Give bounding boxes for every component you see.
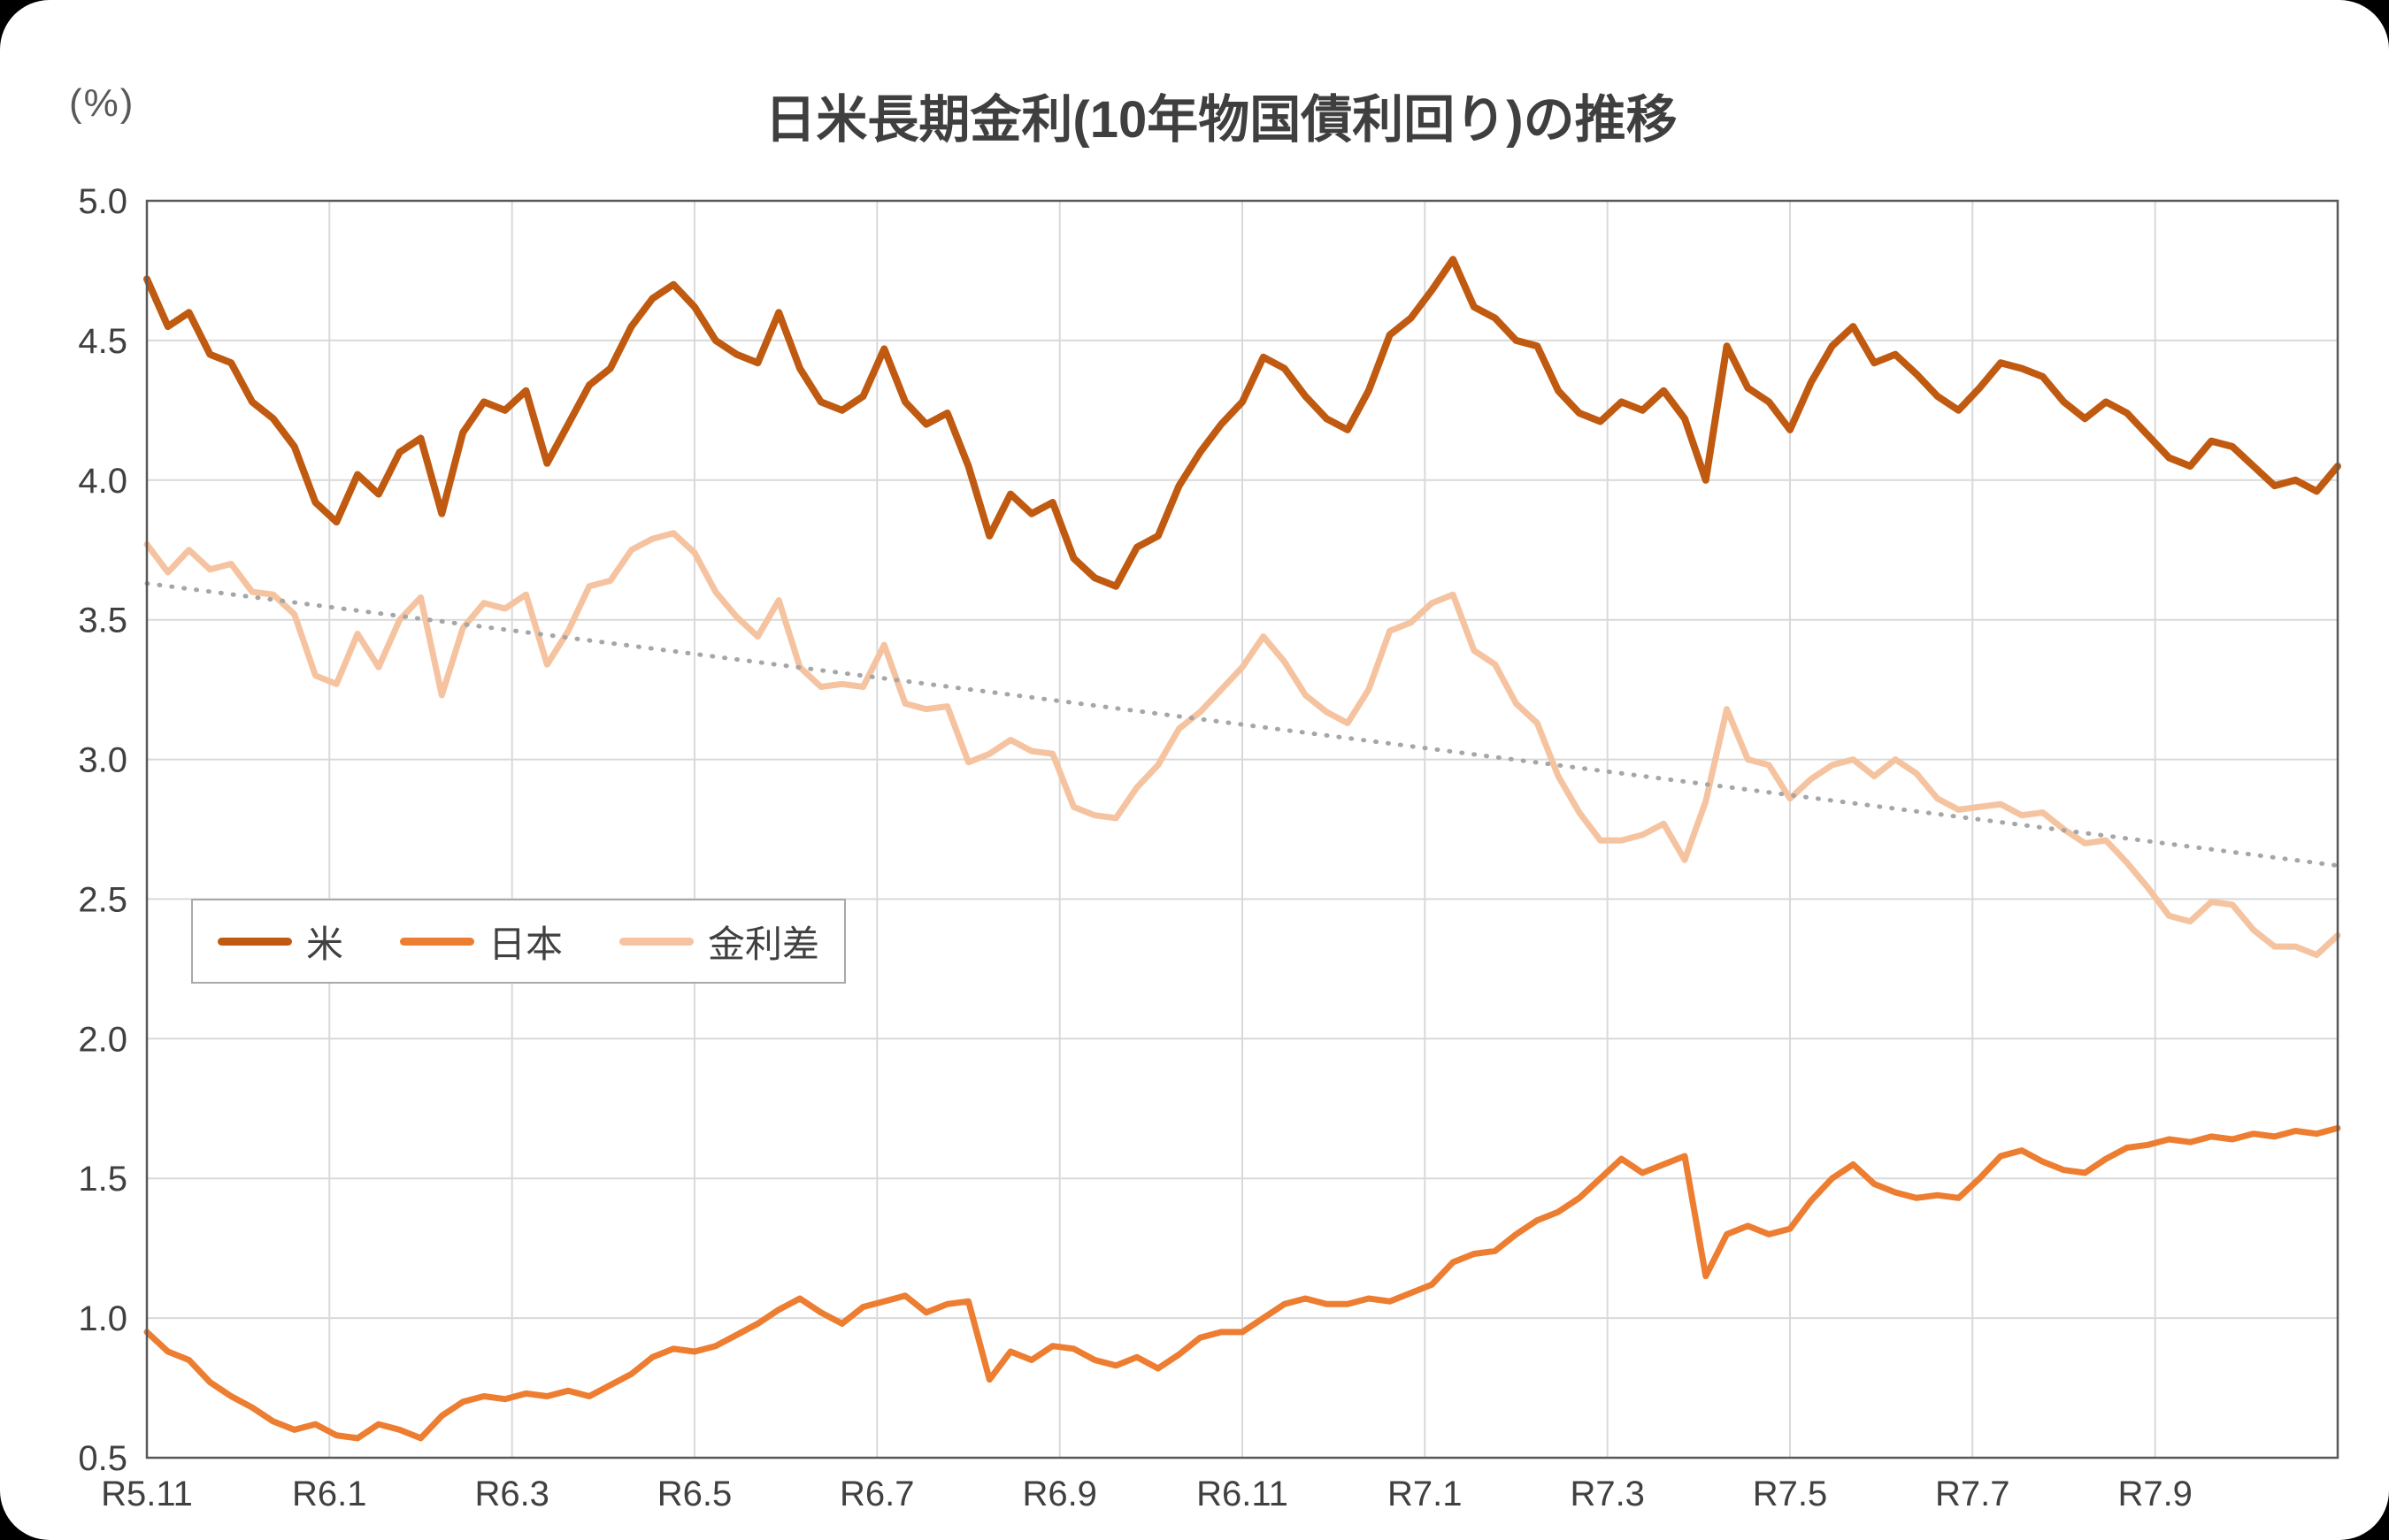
- x-tick-label: R7.9: [2117, 1475, 2193, 1513]
- y-axis-tick-labels: 5.0 4.5 4.0 3.5 3.0 2.5 2.0 1.5 1.0 0.5: [78, 182, 127, 1478]
- legend-swatch-spread: [619, 937, 694, 946]
- x-tick-label: R5.11: [101, 1475, 193, 1513]
- x-tick-label: R6.3: [474, 1475, 549, 1513]
- y-tick-label: 4.0: [78, 462, 127, 501]
- gridlines: [146, 200, 2338, 1459]
- legend-label-spread: 金利差: [708, 923, 820, 965]
- y-tick-label: 0.5: [78, 1439, 127, 1478]
- series-spread-line: [143, 530, 2341, 959]
- legend-label-us: 米: [305, 923, 343, 965]
- x-tick-label: R7.7: [1935, 1475, 2010, 1513]
- x-tick-label: R7.5: [1753, 1475, 1828, 1513]
- y-tick-label: 2.0: [78, 1020, 127, 1059]
- chart-legend: 米 日本 金利差: [191, 899, 846, 984]
- x-tick-label: R6.5: [657, 1475, 733, 1513]
- y-tick-label: 5.0: [78, 182, 127, 221]
- legend-swatch-japan: [399, 937, 474, 946]
- legend-item-japan: 日本: [399, 915, 563, 969]
- y-tick-label: 4.5: [78, 322, 127, 361]
- x-tick-label: R7.3: [1570, 1475, 1645, 1513]
- series-japan-line: [143, 1124, 2341, 1442]
- y-tick-label: 3.0: [78, 741, 127, 780]
- legend-swatch-us: [217, 937, 292, 946]
- series-us-line: [143, 256, 2341, 590]
- spread-trendline: [144, 581, 2340, 869]
- y-tick-label: 2.5: [78, 880, 127, 919]
- y-tick-label: 3.5: [78, 601, 127, 640]
- x-tick-label: R6.11: [1196, 1475, 1288, 1513]
- x-axis-tick-labels: R5.11 R6.1 R6.3 R6.5 R6.7 R6.9 R6.11 R7.1 R7.3 R7…: [101, 1475, 2193, 1513]
- legend-label-japan: 日本: [488, 923, 563, 965]
- x-tick-label: R7.1: [1387, 1475, 1463, 1513]
- y-tick-label: 1.5: [78, 1160, 127, 1199]
- chart-title: 日米長期金利(10年物国債利回り)の推移: [764, 91, 1678, 149]
- x-tick-label: R6.7: [840, 1475, 915, 1513]
- legend-item-us: 米: [217, 915, 343, 969]
- y-tick-label: 1.0: [78, 1299, 127, 1338]
- x-tick-label: R6.1: [292, 1475, 367, 1513]
- x-tick-label: R6.9: [1022, 1475, 1097, 1513]
- y-axis-unit-label: (%): [69, 81, 135, 125]
- legend-item-spread: 金利差: [619, 915, 819, 969]
- plot-border: [145, 199, 2339, 1460]
